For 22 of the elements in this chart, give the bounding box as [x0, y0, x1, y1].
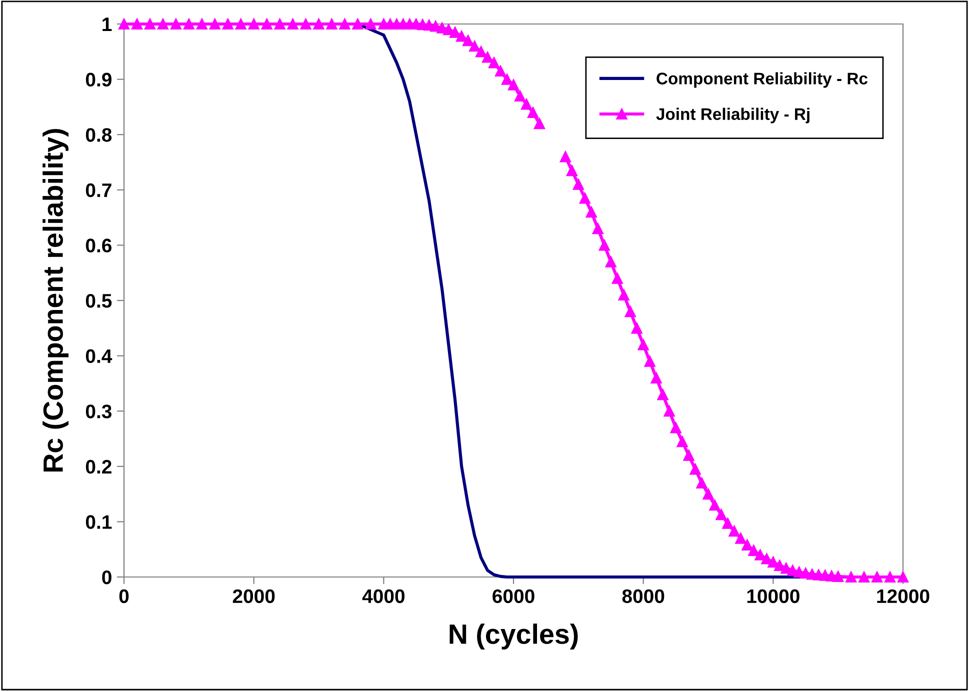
y-tick-label: 0.4 [86, 349, 112, 364]
x-tick-label: 4000 [362, 589, 404, 604]
x-tick-label: 6000 [492, 589, 534, 604]
y-tick-label: 0.6 [86, 238, 112, 252]
y-tick-label: 0.2 [86, 460, 112, 474]
y-tick-label: 0.7 [86, 183, 112, 198]
x-tick-label: 10000 [747, 589, 800, 604]
y-tick-label: 1 [102, 18, 112, 32]
x-tick-label: 8000 [622, 589, 664, 604]
x-tick-label: 0 [119, 589, 129, 604]
y-tick-label: 0.1 [86, 515, 112, 529]
x-tick-label: 12000 [877, 589, 930, 604]
y-tick-label: 0.9 [86, 72, 112, 87]
legend-label: Joint Reliability - Rj [656, 108, 810, 124]
x-tick-label: 2000 [232, 589, 275, 604]
y-tick-label: 0.5 [86, 294, 112, 308]
y-tick-label: 0.3 [86, 404, 112, 418]
y-axis-title: Rc (Component reliability) [42, 129, 68, 472]
y-tick-label: 0.8 [86, 128, 112, 142]
y-tick-label: 0 [102, 570, 112, 584]
legend-label: Component Reliability - Rc [656, 72, 868, 88]
x-axis-title: N (cycles) [450, 624, 578, 650]
